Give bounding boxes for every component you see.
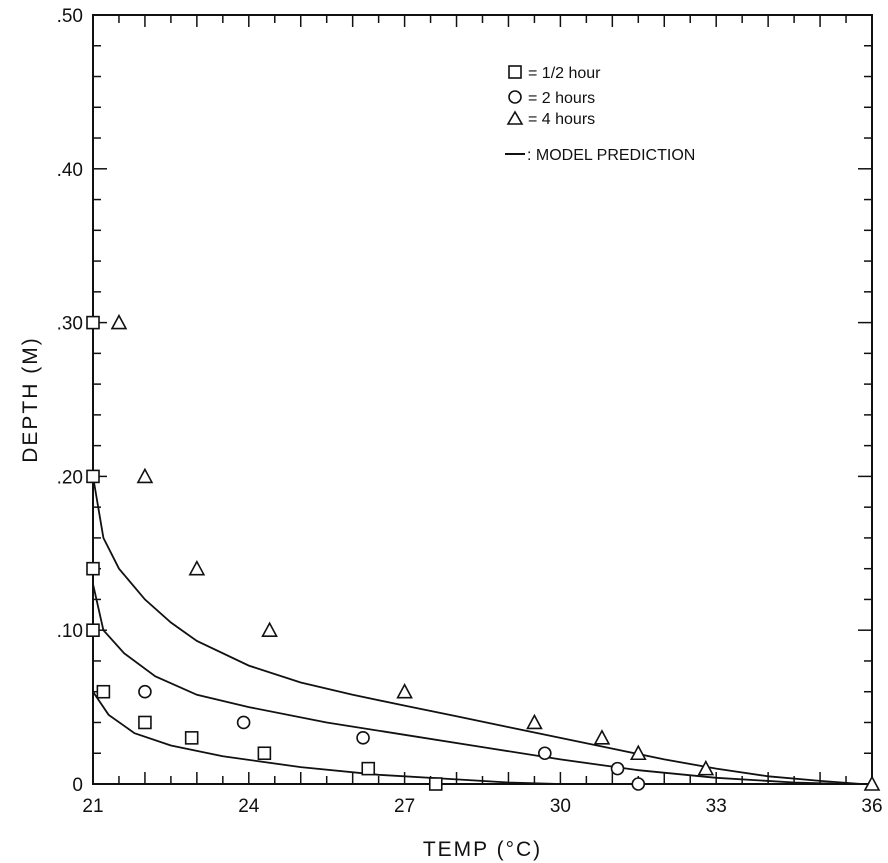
data-point-circle	[610, 761, 625, 776]
x-tick-label: 33	[706, 796, 727, 817]
legend-label-two-hours: = 2 hours	[528, 90, 595, 107]
data-point-triangle	[593, 729, 611, 745]
data-point-square	[86, 315, 100, 330]
data-point-triangle	[863, 775, 881, 791]
tick-labels: 21 24 27 30 33 36 0 .10 .20 .30 .40 .50	[57, 6, 883, 817]
data-point-square	[86, 469, 100, 484]
model-curves	[92, 476, 862, 785]
data-point-circle	[538, 746, 552, 761]
data-points	[86, 313, 881, 791]
data-point-square	[96, 684, 111, 699]
data-point-square	[428, 777, 443, 791]
legend-label-four-hours: = 4 hours	[528, 111, 595, 128]
y-tick-label: .30	[57, 314, 83, 335]
x-tick-label: 24	[238, 796, 260, 817]
data-point-square	[86, 623, 100, 638]
triangle-marker-icon	[506, 110, 524, 125]
tick-marks	[92, 14, 873, 785]
data-point-triangle	[136, 467, 154, 484]
circle-marker-icon	[508, 90, 522, 104]
data-point-triangle	[697, 759, 715, 776]
data-point-circle	[138, 684, 152, 699]
data-point-square	[184, 731, 199, 745]
data-point-square	[138, 715, 152, 730]
data-point-circle	[356, 731, 370, 745]
y-tick-label: .20	[57, 467, 83, 488]
legend-label-half-hour: = 1/2 hour	[528, 65, 601, 82]
data-point-triangle	[188, 559, 206, 576]
x-axis-title: TEMP (°C)	[423, 838, 542, 861]
legend-label-model: : MODEL PREDICTION	[527, 147, 695, 164]
x-tick-label: 36	[861, 796, 882, 817]
y-tick-label: 0	[72, 775, 83, 796]
model-curve	[92, 476, 862, 785]
legend: = 1/2 hour = 2 hours = 4 hours : MODEL P…	[505, 65, 695, 164]
data-point-triangle	[261, 621, 278, 638]
legend-item-model: : MODEL PREDICTION	[505, 147, 695, 164]
legend-item-half-hour: = 1/2 hour	[508, 65, 601, 82]
model-curve	[92, 691, 561, 785]
x-tick-label: 21	[82, 796, 103, 817]
data-point-circle	[236, 715, 251, 730]
legend-item-two-hours: = 2 hours	[508, 90, 595, 107]
x-tick-label: 30	[550, 796, 571, 817]
y-axis-title: DEPTH (M)	[19, 336, 42, 463]
data-point-triangle	[629, 744, 647, 761]
data-point-square	[361, 761, 376, 776]
data-point-triangle	[110, 313, 128, 330]
data-point-square	[86, 561, 100, 576]
data-point-square	[257, 746, 272, 761]
data-point-triangle	[526, 713, 543, 730]
data-point-circle	[631, 777, 646, 791]
plot-frame	[92, 14, 873, 785]
data-point-triangle	[396, 683, 413, 699]
y-tick-label: .10	[57, 621, 83, 642]
y-tick-label: .50	[57, 6, 83, 27]
x-tick-label: 27	[394, 796, 415, 817]
legend-item-four-hours: = 4 hours	[506, 110, 595, 128]
y-tick-label: .40	[57, 160, 83, 181]
square-marker-icon	[508, 65, 522, 79]
model-curve	[92, 583, 847, 785]
